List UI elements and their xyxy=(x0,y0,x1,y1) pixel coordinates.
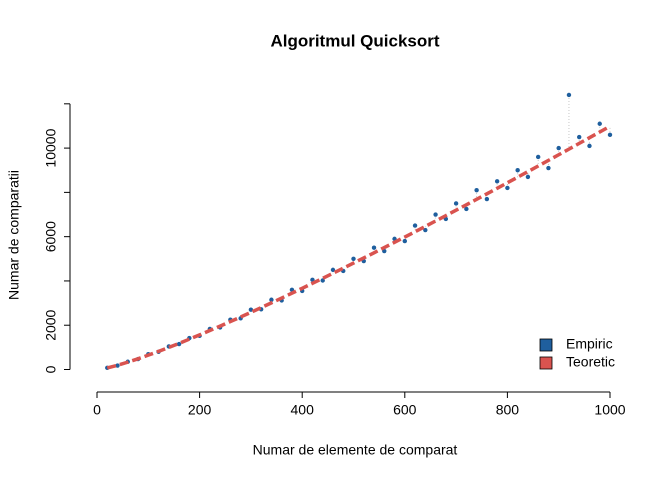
data-point xyxy=(484,196,490,202)
x-tick-label: 1000 xyxy=(594,402,625,418)
x-tick-label: 0 xyxy=(93,402,101,418)
data-point xyxy=(535,154,541,160)
y-tick-label: 6000 xyxy=(43,221,59,252)
data-point xyxy=(577,134,582,140)
x-axis-label: Numar de elemente de comparat xyxy=(253,442,458,458)
data-point xyxy=(351,256,356,262)
data-point xyxy=(474,187,479,193)
data-point xyxy=(546,165,551,171)
data-point xyxy=(433,212,438,217)
data-point xyxy=(412,223,418,228)
data-point xyxy=(515,168,520,173)
legend-label: Empiric xyxy=(566,336,613,352)
data-point xyxy=(269,297,274,302)
data-point xyxy=(566,92,572,98)
y-axis-label: Numar de comparatii xyxy=(6,170,22,300)
theory-line xyxy=(106,124,611,370)
data-point xyxy=(587,143,592,149)
legend-swatch xyxy=(539,338,553,352)
data-point xyxy=(176,341,182,347)
x-tick-label: 600 xyxy=(393,402,417,418)
data-point xyxy=(494,179,500,184)
data-point xyxy=(402,238,407,244)
data-point xyxy=(453,201,459,206)
y-tick-label: 0 xyxy=(43,365,59,373)
y-tick-label: 2000 xyxy=(43,309,59,340)
data-point xyxy=(556,145,561,151)
legend-swatch xyxy=(539,356,553,370)
x-tick-label: 400 xyxy=(291,402,315,418)
data-point xyxy=(597,121,602,126)
data-point xyxy=(607,132,613,138)
legend-label: Teoretic xyxy=(566,354,615,370)
data-point xyxy=(525,174,531,180)
x-tick-label: 800 xyxy=(496,402,520,418)
data-point xyxy=(248,307,254,312)
data-point xyxy=(505,185,510,191)
y-tick-label: 10000 xyxy=(43,128,59,167)
data-point xyxy=(371,245,377,250)
data-point xyxy=(115,363,120,368)
chart-title: Algoritmul Quicksort xyxy=(270,31,439,50)
data-point xyxy=(464,206,469,212)
x-tick-label: 200 xyxy=(188,402,212,418)
